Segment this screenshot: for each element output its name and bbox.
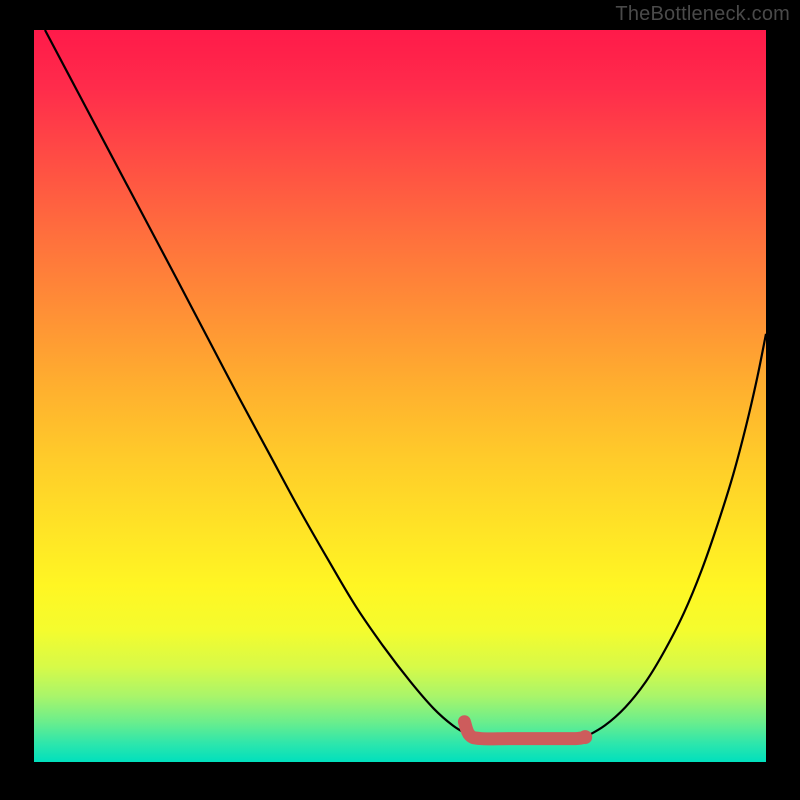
attribution-text: TheBottleneck.com xyxy=(615,3,790,26)
curve-left xyxy=(45,30,468,735)
curve-right xyxy=(585,334,766,737)
curve-layer xyxy=(34,30,766,762)
optimal-band xyxy=(464,722,585,739)
end-marker-dot xyxy=(578,730,592,744)
plot-area xyxy=(34,30,766,762)
